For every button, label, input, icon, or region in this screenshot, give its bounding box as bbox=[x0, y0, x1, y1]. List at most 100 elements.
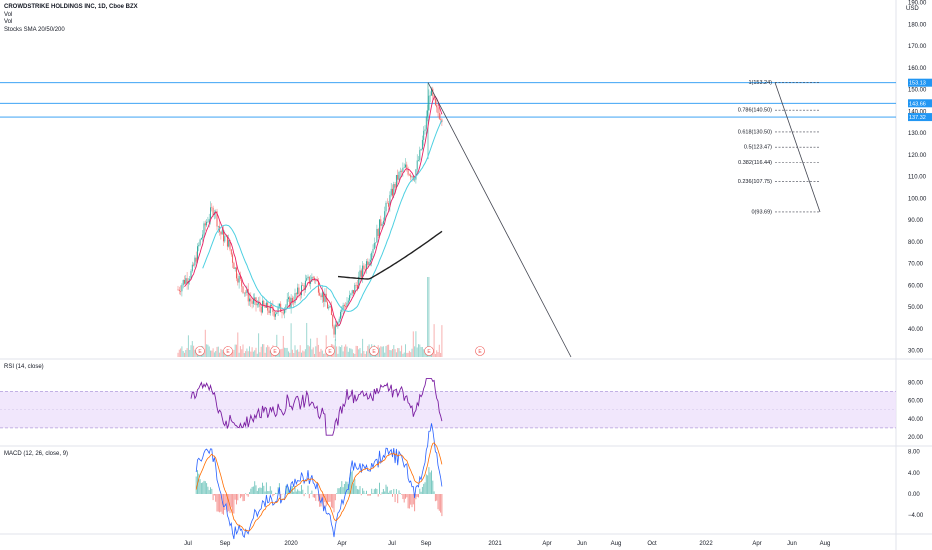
macd-histogram-bar bbox=[280, 494, 282, 499]
earnings-marker-label: E bbox=[478, 349, 482, 355]
volume-bar bbox=[212, 348, 214, 357]
macd-histogram-bar bbox=[327, 494, 328, 505]
macd-histogram-bar bbox=[215, 494, 217, 502]
macd-histogram-bar bbox=[260, 487, 262, 494]
time-tick-label: Aug bbox=[820, 541, 831, 547]
candle-body bbox=[405, 164, 406, 168]
fib-level-label: 1(153.24) bbox=[748, 80, 772, 86]
macd-histogram-bar bbox=[332, 494, 334, 509]
candle-body bbox=[284, 308, 286, 314]
macd-histogram-bar bbox=[293, 491, 295, 494]
macd-histogram-bar bbox=[359, 486, 361, 494]
candle-body bbox=[410, 174, 412, 178]
macd-histogram-bar bbox=[419, 488, 421, 494]
macd-histogram-bar bbox=[354, 479, 356, 494]
vol-legend-2[interactable]: Vol bbox=[4, 19, 13, 25]
volume-bar bbox=[360, 353, 362, 357]
candle-body bbox=[202, 234, 204, 239]
volume-bar bbox=[269, 350, 271, 357]
candle-body bbox=[294, 293, 296, 304]
macd-histogram-bar bbox=[302, 489, 304, 494]
macd-histogram-bar bbox=[212, 494, 214, 501]
macd-histogram-bar bbox=[345, 481, 347, 494]
candle-body bbox=[440, 118, 442, 120]
volume-bar bbox=[315, 346, 317, 357]
candle-body bbox=[311, 276, 313, 282]
volume-bar bbox=[185, 350, 187, 357]
volume-bar bbox=[297, 349, 299, 357]
candle-body bbox=[258, 302, 260, 305]
candle-body bbox=[224, 236, 226, 242]
price-badge-label: 137.32 bbox=[909, 115, 926, 121]
macd-histogram-bar bbox=[427, 475, 429, 494]
volume-bar bbox=[336, 346, 338, 357]
volume-bar bbox=[337, 353, 339, 357]
candle-body bbox=[180, 291, 182, 292]
volume-bar bbox=[243, 353, 245, 357]
candle-body bbox=[262, 300, 263, 313]
candle-body bbox=[285, 305, 287, 309]
volume-bar bbox=[314, 353, 315, 357]
candle-body bbox=[182, 280, 184, 286]
volume-bar bbox=[428, 277, 430, 357]
fib-level-label: 0.236(107.75) bbox=[738, 179, 772, 185]
candle-body bbox=[195, 257, 197, 262]
candle-body bbox=[372, 249, 374, 253]
macd-histogram-bar bbox=[273, 494, 275, 495]
candle-body bbox=[358, 276, 360, 289]
volume-bar bbox=[368, 344, 370, 357]
volume-bar bbox=[380, 346, 382, 357]
sma-legend[interactable]: Stocks SMA 20/50/200 bbox=[4, 26, 65, 33]
macd-histogram-bar bbox=[243, 494, 245, 501]
volume-bar bbox=[259, 352, 261, 357]
symbol-title[interactable]: CROWDSTRIKE HOLDINGS INC, 1D, Cboe BZX bbox=[4, 4, 138, 10]
candle-body bbox=[427, 110, 429, 117]
vol-legend-1[interactable]: Vol bbox=[4, 11, 13, 18]
candle-body bbox=[381, 223, 383, 226]
candle-body bbox=[252, 299, 254, 304]
volume-bar bbox=[295, 350, 297, 357]
volume-bar bbox=[181, 346, 183, 357]
macd-histogram-bar bbox=[403, 494, 405, 503]
candle-body bbox=[382, 220, 384, 224]
candle-body bbox=[317, 281, 319, 293]
candle-body bbox=[375, 242, 377, 244]
macd-histogram-bar bbox=[399, 493, 401, 494]
candle-body bbox=[393, 184, 395, 196]
candle-body bbox=[386, 202, 388, 204]
volume-bar bbox=[262, 344, 263, 357]
macd-histogram-bar bbox=[386, 486, 388, 494]
volume-bar bbox=[362, 338, 364, 357]
volume-bar bbox=[394, 349, 396, 357]
price-tick-label: 160.00 bbox=[908, 66, 927, 72]
price-tick-label: 60.00 bbox=[908, 283, 924, 289]
candle-body bbox=[408, 174, 410, 176]
volume-bar bbox=[242, 344, 244, 357]
volume-bar bbox=[415, 331, 417, 357]
candle-body bbox=[269, 304, 271, 314]
candle-body bbox=[334, 324, 336, 335]
macd-histogram-bar bbox=[236, 494, 237, 505]
earnings-marker-label: E bbox=[328, 349, 332, 355]
candle-body bbox=[407, 169, 409, 175]
macd-title[interactable]: MACD (12, 26, close, 9) bbox=[4, 451, 69, 457]
volume-bar bbox=[215, 351, 217, 357]
macd-histogram-bar bbox=[246, 494, 248, 496]
candle-body bbox=[416, 160, 418, 170]
macd-histogram-bar bbox=[393, 488, 395, 494]
price-tick-label: 30.00 bbox=[908, 349, 924, 355]
macd-histogram-bar bbox=[377, 494, 379, 497]
macd-histogram-bar bbox=[438, 494, 440, 511]
volume-bar bbox=[338, 346, 340, 357]
volume-bar bbox=[304, 349, 306, 357]
macd-histogram-bar bbox=[301, 485, 302, 494]
macd-histogram-bar bbox=[316, 494, 318, 495]
volume-bar bbox=[264, 352, 266, 357]
volume-bar bbox=[293, 352, 295, 357]
rsi-title[interactable]: RSI (14, close) bbox=[4, 364, 44, 370]
macd-histogram-bar bbox=[195, 476, 197, 494]
volume-bar bbox=[247, 351, 249, 357]
macd-histogram-bar bbox=[358, 489, 360, 494]
macd-histogram-bar bbox=[276, 493, 278, 494]
